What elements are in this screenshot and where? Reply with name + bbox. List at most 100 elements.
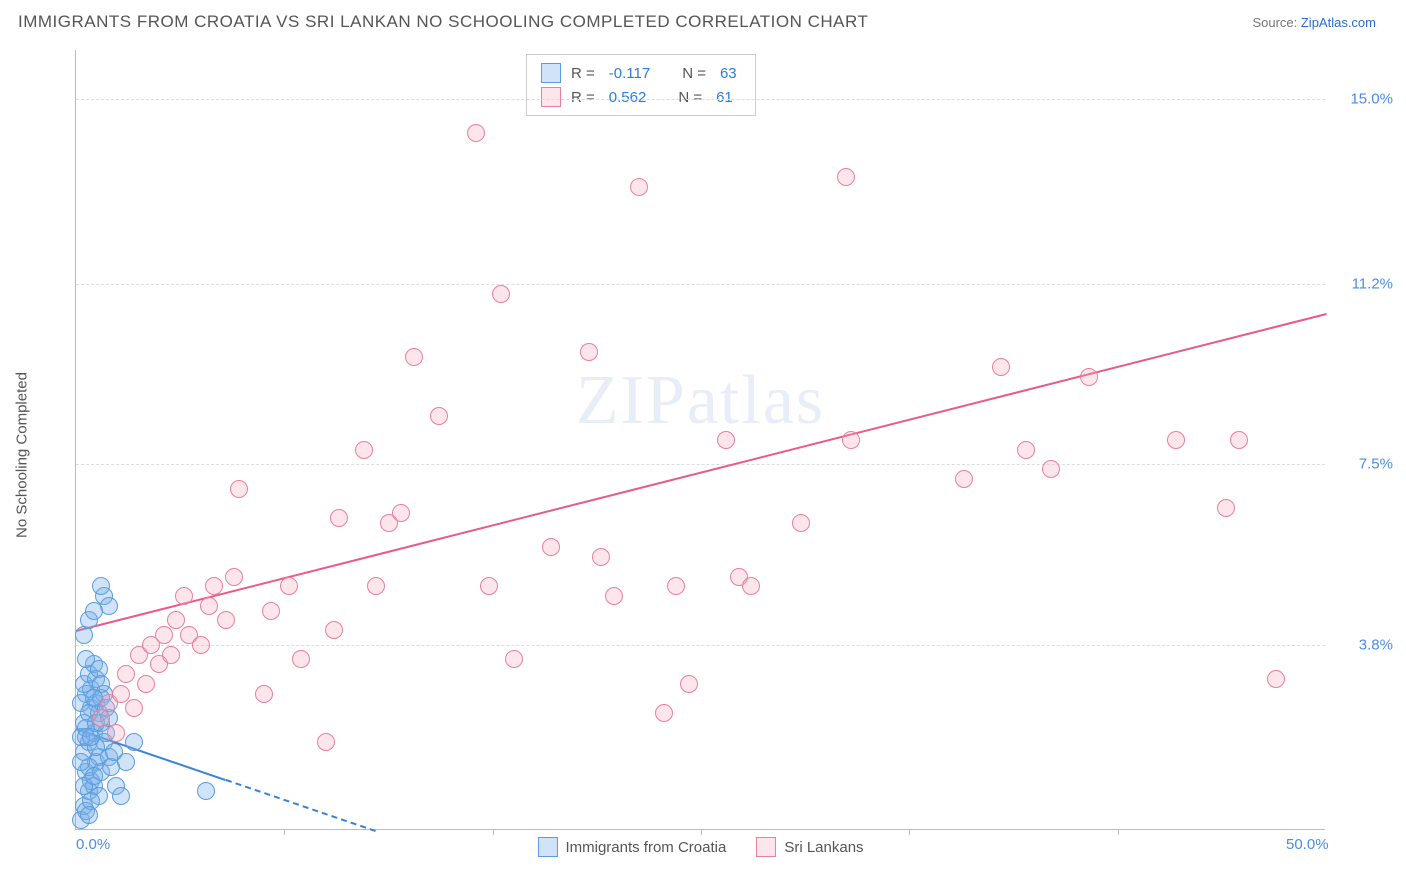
data-point <box>842 431 860 449</box>
data-point <box>837 168 855 186</box>
data-point <box>92 577 110 595</box>
r-label: R = <box>571 65 595 82</box>
x-tick-label: 50.0% <box>1286 836 1329 853</box>
legend-item: Immigrants from Croatia <box>537 837 726 857</box>
plot-area: ZIPatlas R =-0.117N =63R =0.562N =61 Imm… <box>75 50 1325 830</box>
series-legend: Immigrants from Croatia Sri Lankans <box>537 837 863 857</box>
y-tick-label: 15.0% <box>1350 90 1393 107</box>
data-point <box>72 753 90 771</box>
x-minor-tick <box>1118 829 1119 835</box>
data-point <box>992 358 1010 376</box>
data-point <box>205 577 223 595</box>
data-point <box>1080 368 1098 386</box>
data-point <box>225 568 243 586</box>
chart-header: IMMIGRANTS FROM CROATIA VS SRI LANKAN NO… <box>0 0 1406 40</box>
data-point <box>392 504 410 522</box>
series-swatch <box>541 87 561 107</box>
data-point <box>85 767 103 785</box>
data-point <box>792 514 810 532</box>
data-point <box>325 621 343 639</box>
x-minor-tick <box>284 829 285 835</box>
data-point <box>262 602 280 620</box>
data-point <box>1017 441 1035 459</box>
data-point <box>192 636 210 654</box>
data-point <box>175 587 193 605</box>
n-label: N = <box>678 89 702 106</box>
data-point <box>117 665 135 683</box>
data-point <box>1042 460 1060 478</box>
gridline <box>76 99 1325 100</box>
r-value: 0.562 <box>609 89 647 106</box>
data-point <box>480 577 498 595</box>
legend-item: Sri Lankans <box>756 837 863 857</box>
watermark: ZIPatlas <box>576 361 825 441</box>
stats-row: R = 0.562 N = 61 <box>541 85 741 109</box>
data-point <box>80 806 98 824</box>
data-point <box>430 407 448 425</box>
gridline <box>76 464 1325 465</box>
y-tick-label: 7.5% <box>1359 456 1393 473</box>
stats-row: R = -0.117 N = 63 <box>541 61 741 85</box>
series-swatch <box>537 837 557 857</box>
data-point <box>367 577 385 595</box>
data-point <box>77 650 95 668</box>
legend-label: Immigrants from Croatia <box>565 839 726 856</box>
data-point <box>955 470 973 488</box>
data-point <box>125 699 143 717</box>
data-point <box>217 611 235 629</box>
n-label: N = <box>682 65 706 82</box>
data-point <box>137 675 155 693</box>
data-point <box>230 480 248 498</box>
data-point <box>255 685 273 703</box>
data-point <box>107 724 125 742</box>
data-point <box>1217 499 1235 517</box>
data-point <box>580 343 598 361</box>
data-point <box>85 602 103 620</box>
data-point <box>505 650 523 668</box>
n-value: 63 <box>720 65 737 82</box>
r-label: R = <box>571 89 595 106</box>
data-point <box>155 626 173 644</box>
data-point <box>655 704 673 722</box>
gridline <box>76 645 1325 646</box>
n-value: 61 <box>716 89 733 106</box>
data-point <box>280 577 298 595</box>
x-tick-label: 0.0% <box>76 836 110 853</box>
series-swatch <box>541 63 561 83</box>
data-point <box>112 787 130 805</box>
data-point <box>405 348 423 366</box>
data-point <box>717 431 735 449</box>
source-attribution: Source: ZipAtlas.com <box>1252 15 1376 30</box>
y-axis-label: No Schooling Completed <box>14 372 31 538</box>
data-point <box>492 285 510 303</box>
x-minor-tick <box>909 829 910 835</box>
data-point <box>197 782 215 800</box>
data-point <box>1267 670 1285 688</box>
data-point <box>330 509 348 527</box>
data-point <box>1167 431 1185 449</box>
data-point <box>117 753 135 771</box>
data-point <box>125 733 143 751</box>
data-point <box>1230 431 1248 449</box>
y-tick-label: 3.8% <box>1359 636 1393 653</box>
data-point <box>292 650 310 668</box>
data-point <box>542 538 560 556</box>
trend-line <box>226 779 377 832</box>
trend-line <box>76 313 1326 632</box>
data-point <box>355 441 373 459</box>
x-minor-tick <box>493 829 494 835</box>
r-value: -0.117 <box>609 65 650 82</box>
source-link[interactable]: ZipAtlas.com <box>1301 15 1376 30</box>
gridline <box>76 284 1325 285</box>
y-tick-label: 11.2% <box>1352 276 1393 293</box>
data-point <box>317 733 335 751</box>
data-point <box>200 597 218 615</box>
legend-label: Sri Lankans <box>784 839 863 856</box>
data-point <box>630 178 648 196</box>
data-point <box>667 577 685 595</box>
data-point <box>467 124 485 142</box>
data-point <box>605 587 623 605</box>
chart-title: IMMIGRANTS FROM CROATIA VS SRI LANKAN NO… <box>18 12 868 32</box>
data-point <box>680 675 698 693</box>
data-point <box>162 646 180 664</box>
